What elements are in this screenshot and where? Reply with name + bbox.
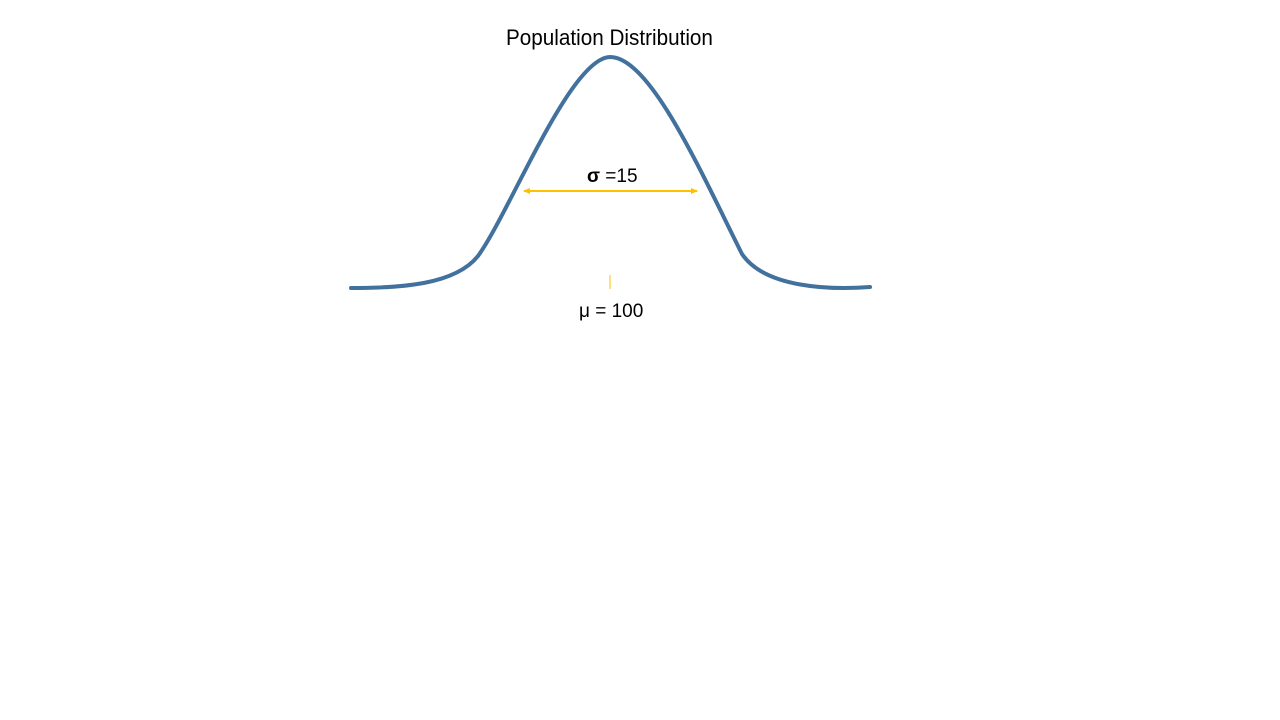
diagram-title: Population Distribution [506,25,713,50]
sigma-value: =15 [600,166,638,187]
normal-distribution-curve [349,54,872,290]
mean-label: μ = 100 [579,301,644,322]
sigma-symbol: σ [587,166,600,187]
sigma-label: σ =15 [587,165,638,189]
